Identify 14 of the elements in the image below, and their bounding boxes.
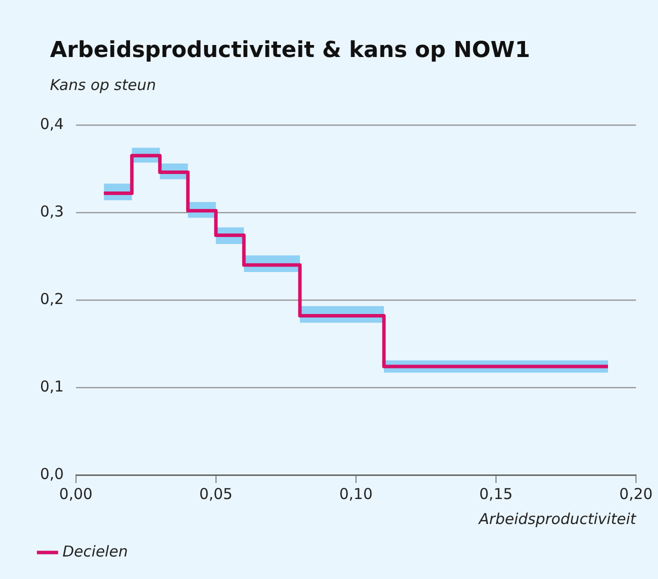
x-tick-label: 0,20 — [619, 484, 653, 503]
y-tick-label: 0,2 — [40, 290, 64, 308]
legend-label: Decielen — [62, 542, 128, 560]
x-tick-label: 0,15 — [479, 484, 513, 503]
x-tick-label: 0,10 — [339, 484, 373, 503]
chart-title: Arbeidsproductiviteit & kans op NOW1 — [50, 38, 530, 63]
x-tick-label: 0,00 — [59, 484, 93, 503]
y-tick-label: 0,4 — [40, 114, 64, 133]
y-tick-label: 0,0 — [40, 464, 64, 483]
y-tick-label: 0,3 — [40, 202, 64, 220]
x-axis-title: Arbeidsproductiviteit — [478, 510, 638, 528]
x-tick-label: 0,05 — [199, 484, 233, 503]
y-tick-label: 0,1 — [40, 377, 64, 396]
y-axis-title: Kans op steun — [50, 76, 156, 94]
